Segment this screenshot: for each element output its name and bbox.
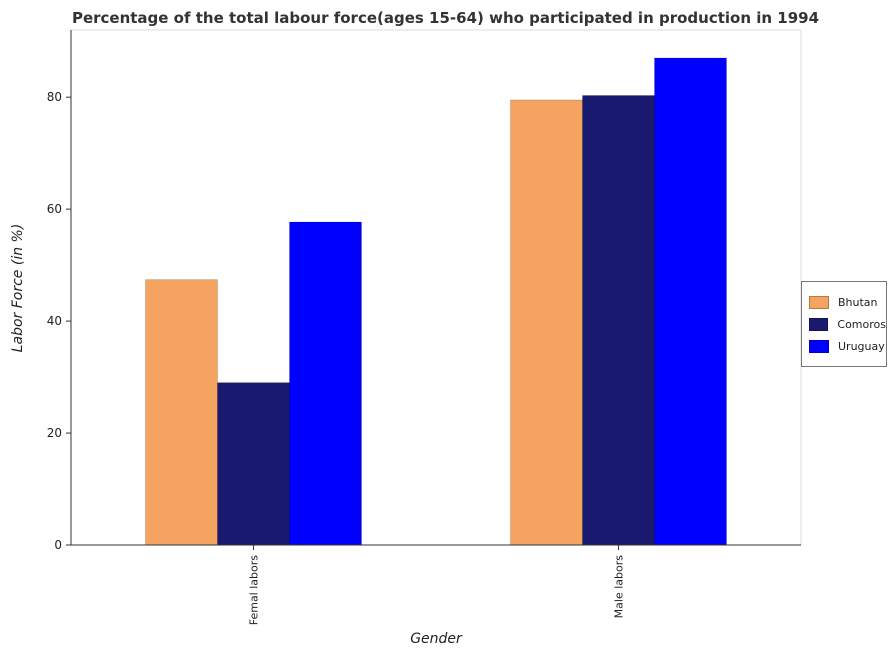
- legend-label-comoros: Comoros: [837, 317, 886, 331]
- y-axis-label: Labor Force (in %): [10, 224, 26, 353]
- bar-bhutan-male: [510, 99, 583, 546]
- bar-uruguay-female: [289, 221, 362, 546]
- bar-comoros-female: [217, 382, 290, 546]
- x-axis-label: Gender: [410, 631, 463, 647]
- chart-title: Percentage of the total labour force(age…: [71, 9, 820, 27]
- legend-swatch-uruguay: [809, 339, 829, 353]
- x-tick-label: Male labors: [613, 555, 626, 619]
- legend-item-bhutan: Bhutan: [809, 291, 886, 313]
- y-tick-label: 0: [54, 538, 62, 552]
- legend-item-comoros: Comoros: [809, 313, 886, 335]
- bar-bhutan-female: [145, 279, 218, 546]
- y-tick-label: 80: [47, 90, 62, 104]
- y-tick-label: 40: [47, 314, 62, 328]
- bar-uruguay-male: [654, 57, 727, 546]
- x-tick-label: Femal labors: [248, 555, 261, 626]
- legend-label-uruguay: Uruguay: [838, 339, 885, 353]
- legend-swatch-bhutan: [809, 295, 829, 309]
- legend: Bhutan Comoros Uruguay: [801, 281, 887, 367]
- legend-label-bhutan: Bhutan: [838, 295, 878, 309]
- legend-swatch-comoros: [809, 317, 829, 331]
- y-tick-label: 20: [47, 426, 62, 440]
- legend-item-uruguay: Uruguay: [809, 335, 886, 357]
- y-tick-label: 60: [47, 202, 62, 216]
- bar-comoros-male: [582, 95, 655, 546]
